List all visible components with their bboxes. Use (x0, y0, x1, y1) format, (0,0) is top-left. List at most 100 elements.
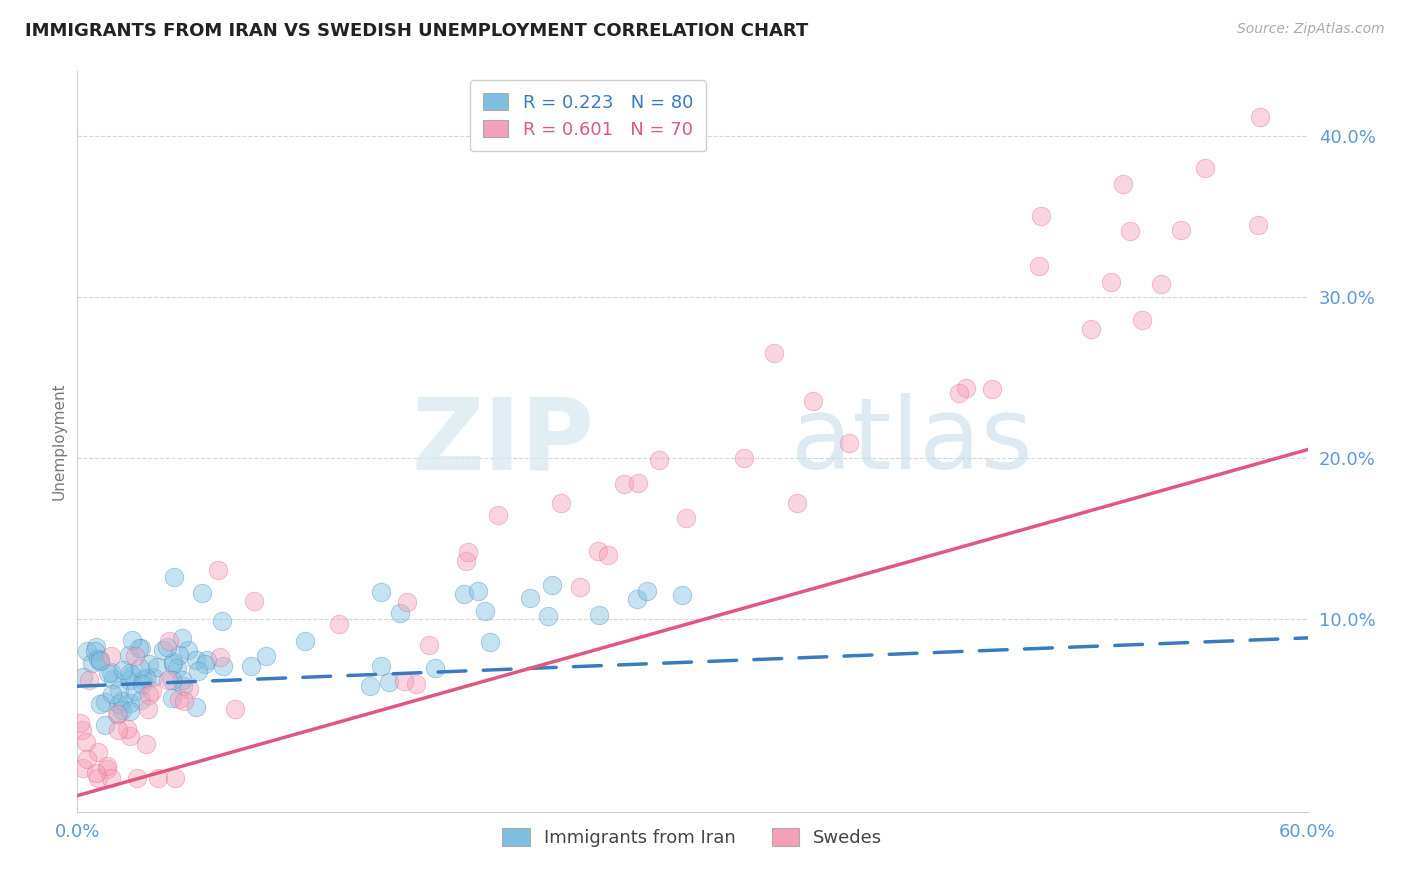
Point (418, 639, 440, 653)
Point (89, 654, 111, 668)
Point (84, 640, 107, 655)
Point (89, 653, 111, 667)
Point (186, 653, 208, 667)
Point (75, 735, 97, 749)
Point (453, 587, 475, 601)
Point (112, 663, 135, 677)
Point (240, 658, 263, 673)
Point (76, 644, 98, 658)
Point (763, 346, 786, 360)
Point (142, 670, 165, 684)
Point (160, 691, 183, 706)
Point (118, 696, 141, 710)
Point (648, 452, 671, 467)
Point (93, 718, 115, 732)
Point (169, 648, 191, 662)
Point (626, 591, 648, 606)
Point (138, 657, 160, 671)
Point (537, 609, 560, 624)
Point (136, 702, 159, 716)
Point (167, 692, 190, 706)
Point (115, 722, 138, 736)
Point (613, 476, 636, 491)
Point (135, 737, 157, 751)
Point (100, 649, 122, 664)
Point (72, 761, 94, 775)
Point (176, 642, 198, 657)
Point (786, 496, 808, 510)
Point (107, 707, 129, 722)
Point (89, 697, 111, 711)
Point (1112, 177, 1135, 191)
Text: ZIP: ZIP (411, 393, 595, 490)
Point (675, 511, 697, 525)
Point (129, 693, 152, 707)
Point (598, 548, 620, 562)
Text: Source: ZipAtlas.com: Source: ZipAtlas.com (1237, 22, 1385, 37)
Point (152, 643, 174, 657)
Point (76, 751, 98, 765)
Point (405, 676, 427, 690)
Point (87, 651, 110, 665)
Point (125, 771, 148, 785)
Point (128, 640, 150, 655)
Point (146, 660, 169, 674)
Point (138, 688, 160, 702)
Point (173, 694, 195, 708)
Point (588, 608, 610, 623)
Point (96, 758, 118, 772)
Point (97, 665, 120, 680)
Point (211, 614, 233, 628)
Point (191, 585, 214, 599)
Point (207, 563, 229, 577)
Point (87, 745, 110, 759)
Point (94, 695, 117, 709)
Point (328, 617, 350, 632)
Point (838, 435, 860, 450)
Point (254, 649, 277, 664)
Text: atlas: atlas (792, 393, 1032, 490)
Point (100, 665, 122, 679)
Point (981, 382, 1004, 396)
Point (163, 570, 186, 584)
Point (388, 606, 411, 620)
Point (1029, 209, 1052, 223)
Point (243, 594, 266, 608)
Point (86, 766, 108, 780)
Point (172, 679, 194, 693)
Point (1194, 161, 1216, 175)
Point (72, 671, 94, 685)
Point (457, 545, 479, 559)
Point (519, 591, 541, 605)
Y-axis label: Unemployment: Unemployment (51, 383, 66, 500)
Point (733, 450, 755, 465)
Point (101, 672, 124, 686)
Point (70, 723, 93, 737)
Point (588, 544, 610, 558)
Point (110, 703, 132, 717)
Point (568, 580, 591, 594)
Point (467, 584, 489, 599)
Point (474, 604, 496, 618)
Point (1099, 275, 1122, 289)
Point (187, 664, 209, 678)
Point (162, 657, 184, 671)
Point (1119, 224, 1142, 238)
Point (1249, 110, 1271, 124)
Point (108, 697, 131, 711)
Point (118, 704, 141, 718)
Point (370, 585, 392, 599)
Point (160, 673, 183, 688)
Point (84, 643, 107, 657)
Point (107, 706, 129, 721)
Point (1080, 322, 1102, 336)
Point (108, 683, 131, 698)
Point (163, 771, 186, 785)
Point (1150, 277, 1173, 291)
Point (118, 729, 141, 743)
Point (124, 648, 146, 663)
Point (550, 496, 572, 510)
Point (486, 508, 509, 523)
Point (118, 648, 141, 662)
Point (1247, 219, 1270, 233)
